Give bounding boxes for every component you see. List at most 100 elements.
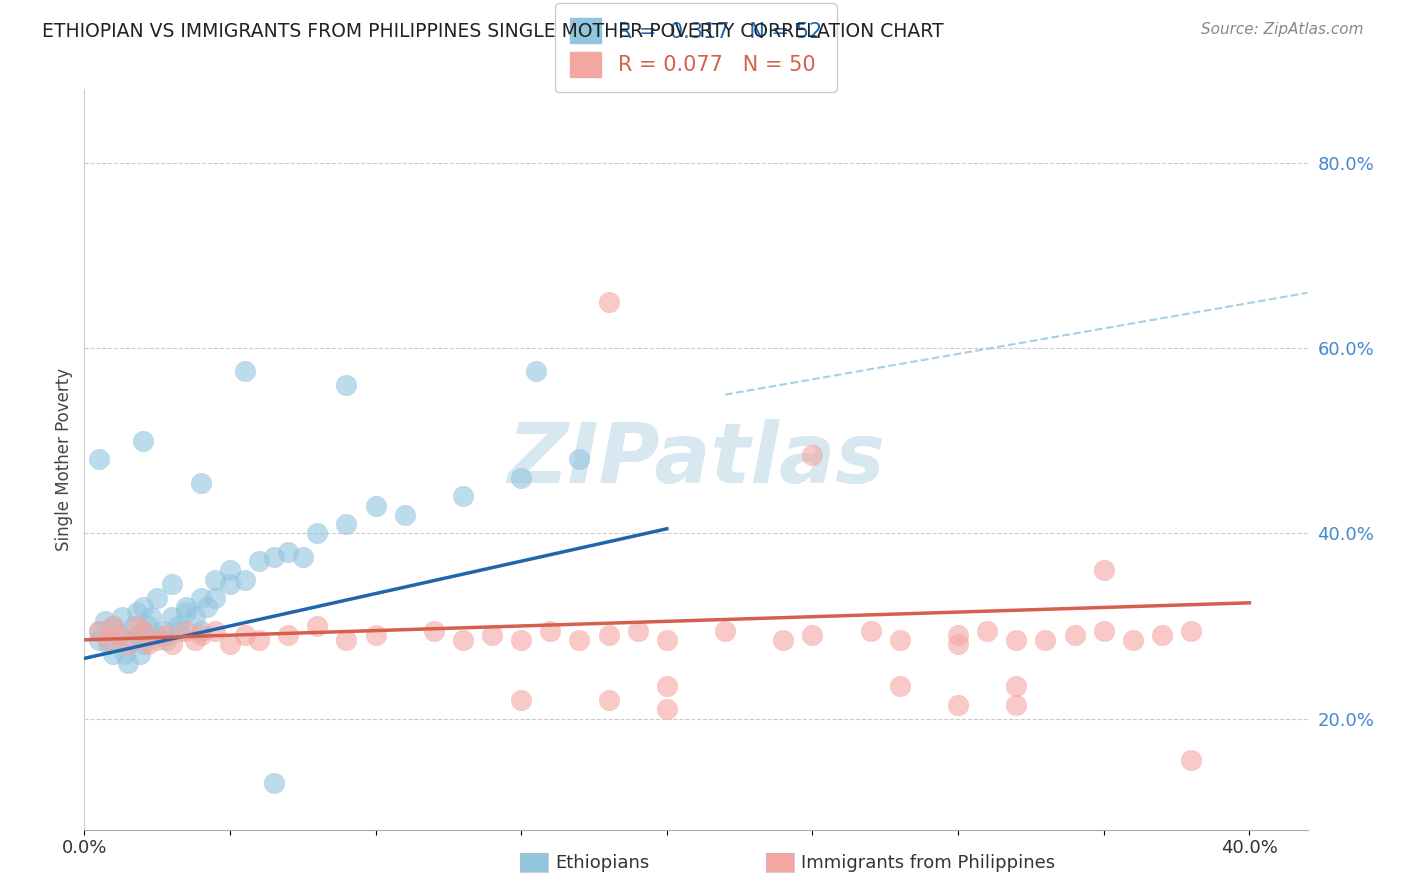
Point — [114, 647, 136, 661]
Point — [655, 702, 678, 716]
Point — [481, 628, 503, 642]
Point — [131, 624, 153, 638]
Point — [122, 619, 145, 633]
Point — [97, 637, 120, 651]
Point — [131, 600, 153, 615]
Point — [160, 609, 183, 624]
Point — [247, 554, 270, 568]
Point — [190, 624, 212, 638]
Point — [451, 632, 474, 647]
Point — [524, 364, 547, 378]
Point — [128, 647, 150, 661]
Point — [190, 475, 212, 490]
Point — [1092, 624, 1115, 638]
Point — [889, 679, 911, 693]
Point — [568, 632, 591, 647]
Point — [335, 632, 357, 647]
Point — [364, 499, 387, 513]
Point — [510, 693, 533, 707]
Point — [1150, 628, 1173, 642]
Point — [152, 624, 174, 638]
Point — [568, 452, 591, 467]
Point — [174, 605, 197, 619]
Point — [204, 624, 226, 638]
Text: Immigrants from Philippines: Immigrants from Philippines — [801, 854, 1056, 871]
Point — [184, 609, 207, 624]
Point — [1063, 628, 1085, 642]
Point — [1035, 632, 1057, 647]
Point — [772, 632, 794, 647]
Point — [155, 628, 177, 642]
Point — [976, 624, 998, 638]
Point — [291, 549, 314, 564]
Point — [233, 364, 256, 378]
Text: Ethiopians: Ethiopians — [555, 854, 650, 871]
Point — [538, 624, 561, 638]
Point — [859, 624, 882, 638]
Point — [174, 600, 197, 615]
Point — [219, 577, 242, 591]
Point — [131, 434, 153, 448]
Point — [233, 573, 256, 587]
Point — [946, 698, 969, 712]
Point — [655, 679, 678, 693]
Point — [108, 628, 131, 642]
Point — [277, 545, 299, 559]
Point — [451, 489, 474, 503]
Point — [801, 448, 824, 462]
Point — [714, 624, 737, 638]
Point — [117, 656, 139, 670]
Legend: R =  0.317   N = 52, R = 0.077   N = 50: R = 0.317 N = 52, R = 0.077 N = 50 — [555, 4, 837, 92]
Point — [97, 632, 120, 647]
Point — [335, 378, 357, 392]
Point — [138, 637, 160, 651]
Point — [108, 628, 131, 642]
Point — [219, 564, 242, 578]
Point — [131, 624, 153, 638]
Point — [510, 471, 533, 485]
Point — [1122, 632, 1144, 647]
Point — [138, 619, 160, 633]
Point — [117, 632, 139, 647]
Point — [146, 628, 169, 642]
Point — [146, 632, 169, 647]
Point — [946, 637, 969, 651]
Y-axis label: Single Mother Poverty: Single Mother Poverty — [55, 368, 73, 551]
Text: ETHIOPIAN VS IMMIGRANTS FROM PHILIPPINES SINGLE MOTHER POVERTY CORRELATION CHART: ETHIOPIAN VS IMMIGRANTS FROM PHILIPPINES… — [42, 22, 943, 41]
Point — [1005, 632, 1028, 647]
Point — [117, 637, 139, 651]
Point — [87, 624, 110, 638]
Point — [169, 624, 191, 638]
Point — [87, 452, 110, 467]
Point — [263, 776, 285, 790]
Point — [125, 605, 148, 619]
Point — [1005, 679, 1028, 693]
Point — [190, 628, 212, 642]
Point — [655, 632, 678, 647]
Point — [141, 609, 163, 624]
Point — [1005, 698, 1028, 712]
Point — [125, 628, 148, 642]
Point — [204, 573, 226, 587]
Point — [219, 637, 242, 651]
Point — [364, 628, 387, 642]
Point — [103, 647, 125, 661]
Point — [146, 591, 169, 606]
Point — [195, 600, 218, 615]
Point — [174, 624, 197, 638]
Point — [263, 549, 285, 564]
Point — [160, 577, 183, 591]
Point — [889, 632, 911, 647]
Point — [1180, 753, 1202, 767]
Point — [204, 591, 226, 606]
Point — [103, 619, 125, 633]
Point — [166, 619, 188, 633]
Text: ZIPatlas: ZIPatlas — [508, 419, 884, 500]
Point — [1092, 564, 1115, 578]
Point — [277, 628, 299, 642]
Point — [233, 628, 256, 642]
Point — [423, 624, 446, 638]
Point — [87, 632, 110, 647]
Point — [111, 609, 134, 624]
Point — [190, 591, 212, 606]
